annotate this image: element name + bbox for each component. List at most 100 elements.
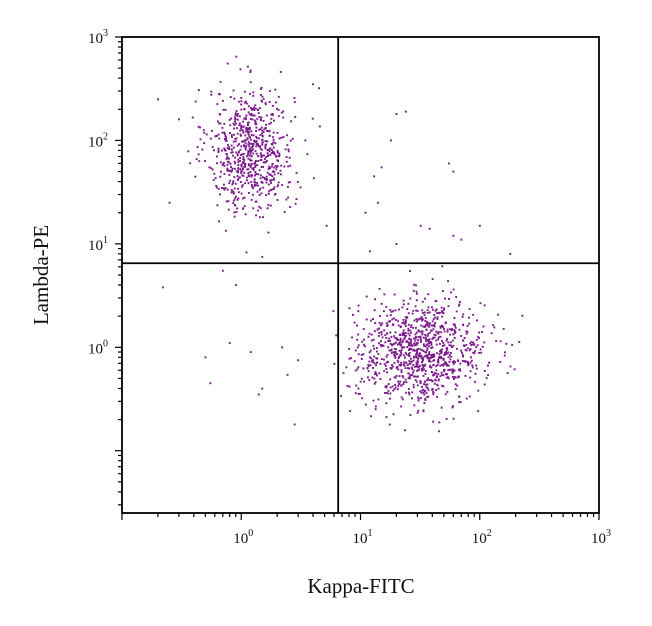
data-point	[396, 366, 399, 368]
data-point	[242, 120, 244, 123]
data-point	[232, 180, 235, 183]
data-point	[253, 139, 255, 142]
data-point	[277, 95, 280, 98]
data-point	[235, 151, 238, 154]
data-point	[265, 181, 268, 184]
data-point	[243, 117, 246, 120]
data-point	[271, 175, 274, 178]
data-point	[239, 115, 241, 118]
data-point	[446, 330, 449, 333]
data-point	[232, 122, 235, 125]
data-point	[346, 385, 349, 387]
data-point	[416, 310, 419, 312]
data-point	[430, 342, 433, 345]
data-point	[386, 314, 389, 317]
data-point	[227, 144, 229, 146]
data-point	[385, 355, 388, 358]
data-point	[420, 357, 423, 360]
data-point	[251, 174, 253, 177]
data-point	[425, 386, 428, 389]
data-point	[370, 357, 373, 360]
data-point	[425, 384, 428, 387]
data-point	[452, 170, 455, 173]
data-point	[464, 375, 467, 377]
data-point	[392, 413, 395, 416]
data-point	[259, 177, 262, 180]
data-point	[474, 350, 476, 353]
data-point	[434, 300, 437, 303]
data-point	[423, 402, 426, 404]
data-point	[411, 345, 414, 347]
data-point	[240, 165, 243, 168]
data-point	[357, 344, 360, 347]
data-point	[364, 403, 367, 406]
data-point	[438, 357, 440, 359]
data-point	[312, 83, 314, 86]
data-point	[203, 142, 206, 145]
data-point	[405, 341, 408, 343]
data-point	[415, 361, 418, 364]
data-point	[417, 360, 420, 363]
data-point	[428, 379, 431, 382]
data-point	[240, 100, 243, 103]
data-point	[244, 213, 247, 216]
data-point	[273, 173, 276, 176]
data-point	[444, 393, 447, 396]
data-point	[399, 340, 402, 343]
data-point	[474, 372, 477, 375]
data-point	[419, 330, 422, 333]
data-point	[262, 186, 265, 189]
x-tick-label: 102	[472, 528, 492, 547]
data-point	[397, 361, 400, 363]
data-point	[237, 167, 240, 169]
data-point	[227, 200, 230, 203]
data-point	[404, 331, 407, 334]
data-point	[267, 155, 270, 157]
data-point	[440, 356, 442, 358]
data-point	[418, 365, 421, 368]
data-point	[416, 369, 418, 372]
data-point	[478, 331, 481, 334]
data-point	[429, 365, 432, 368]
data-point	[243, 101, 246, 104]
data-point	[253, 185, 256, 188]
data-point	[364, 211, 367, 214]
data-point	[242, 125, 245, 128]
data-point	[439, 364, 442, 367]
data-point	[413, 355, 415, 358]
data-point	[467, 364, 470, 367]
data-point	[275, 168, 278, 171]
data-point	[450, 329, 453, 332]
data-point	[293, 423, 296, 426]
data-point	[458, 368, 460, 371]
data-point	[452, 362, 455, 365]
data-point	[241, 167, 244, 170]
data-point	[202, 129, 205, 132]
y-tick-label: 100	[88, 338, 108, 357]
data-point	[469, 342, 472, 345]
data-point	[440, 306, 443, 309]
data-point	[277, 160, 279, 162]
data-point	[397, 320, 399, 323]
data-point	[407, 332, 410, 335]
data-point	[435, 369, 438, 372]
data-point	[287, 181, 290, 184]
data-point	[423, 355, 426, 358]
data-point	[246, 137, 249, 140]
data-point	[398, 375, 401, 377]
data-point	[227, 169, 230, 172]
data-point	[260, 156, 263, 158]
data-point	[422, 343, 425, 346]
data-point	[432, 391, 435, 393]
data-point	[386, 392, 389, 395]
data-point	[278, 152, 281, 155]
data-point	[286, 144, 289, 147]
data-point	[425, 354, 428, 357]
data-point	[386, 325, 388, 327]
data-point	[271, 143, 274, 146]
data-point	[399, 337, 402, 340]
data-point	[289, 181, 291, 184]
data-point	[420, 391, 423, 394]
data-point	[404, 322, 407, 325]
data-point	[375, 364, 377, 367]
